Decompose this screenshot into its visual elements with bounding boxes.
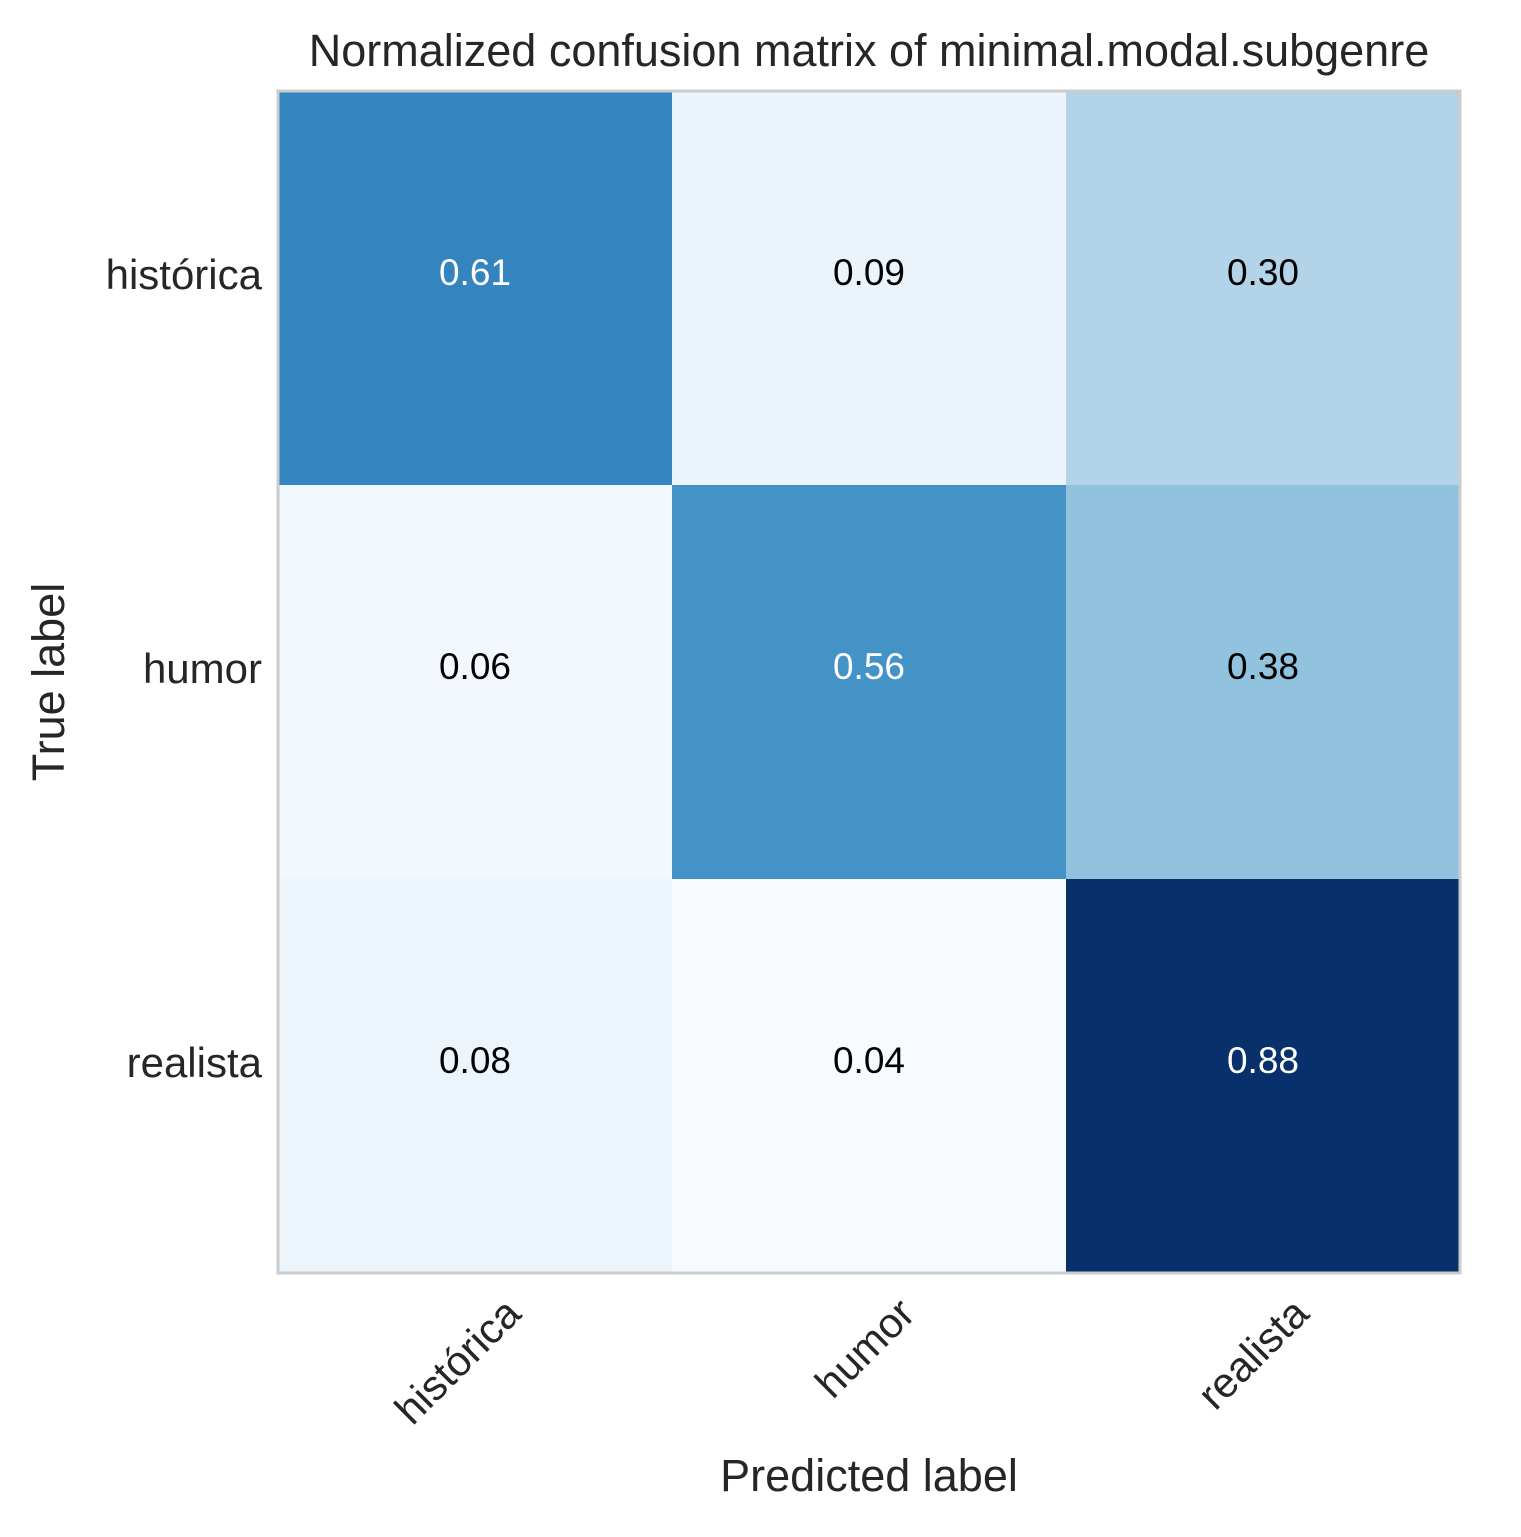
x-tick-label: realista	[1188, 1289, 1317, 1418]
heatmap-cell	[278, 879, 673, 1274]
heatmap-cell	[1066, 485, 1461, 880]
x-tick-labels: histórica humor realista	[386, 1289, 1318, 1433]
heatmap-cells: 0.61 0.09 0.30 0.06 0.56 0.38 0.08 0.04 0.88	[278, 91, 1461, 1274]
heatmap-cell	[672, 879, 1067, 1274]
heatmap-cell	[1066, 91, 1461, 486]
chart-title: Normalized confusion matrix of minimal.m…	[309, 25, 1429, 76]
cell-value-label: 0.30	[1227, 252, 1299, 293]
cell-value-label: 0.04	[833, 1040, 905, 1081]
heatmap-cell	[672, 485, 1067, 880]
cell-value-label: 0.88	[1227, 1040, 1299, 1081]
y-tick-label: realista	[127, 1039, 263, 1086]
cell-value-label: 0.61	[439, 252, 511, 293]
heatmap-cell	[278, 91, 673, 486]
cell-value-label: 0.06	[439, 646, 511, 687]
heatmap-cell	[278, 485, 673, 880]
heatmap-cell	[672, 91, 1067, 486]
cell-value-label: 0.56	[833, 646, 905, 687]
plot-frame	[276, 89, 1462, 1275]
y-tick-label: histórica	[106, 251, 263, 298]
cell-value-label: 0.09	[833, 252, 905, 293]
x-axis-label: Predicted label	[720, 1450, 1018, 1501]
y-axis-label: True label	[23, 583, 74, 781]
x-tick-label: humor	[806, 1289, 923, 1406]
x-tick-label: histórica	[386, 1289, 530, 1433]
y-tick-label: humor	[143, 645, 262, 692]
cell-value-label: 0.08	[439, 1040, 511, 1081]
cell-value-label: 0.38	[1227, 646, 1299, 687]
y-tick-labels: histórica humor realista	[106, 251, 263, 1086]
heatmap-cell	[1066, 879, 1461, 1274]
